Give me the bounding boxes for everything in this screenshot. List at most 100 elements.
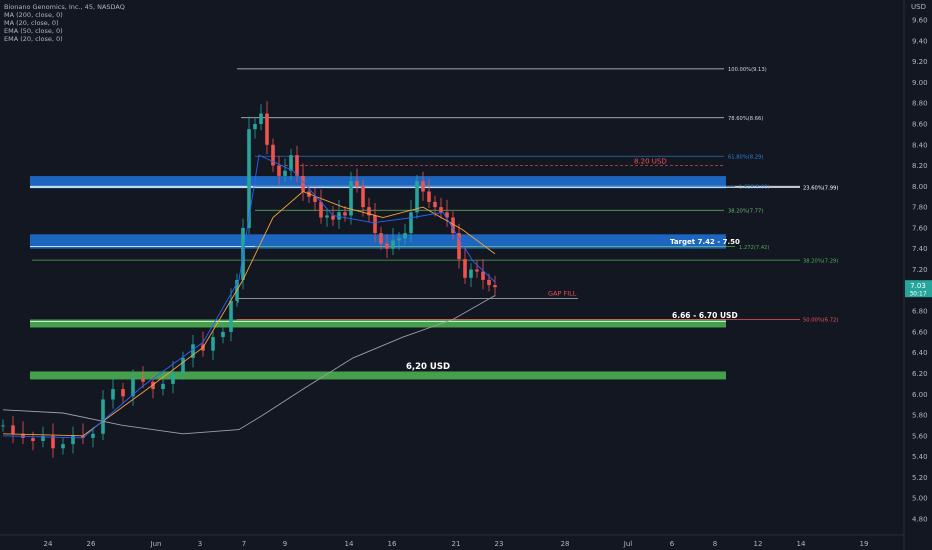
x-tick-label: 21 [452,540,461,548]
last-price-tag [905,280,932,298]
candle-body [355,181,359,187]
candle-body [151,381,155,390]
y-tick-label: 6.60 [912,328,928,336]
x-tick-label: 14 [345,540,354,548]
x-tick-label: 16 [388,540,397,548]
candle-body [101,399,105,434]
x-tick-label: 19 [860,540,869,548]
bar-countdown: 30:17 [909,291,926,298]
y-tick-label: 7.20 [912,266,928,274]
candle-body [385,243,389,249]
candle-body [259,113,263,124]
candle-body [487,279,491,286]
y-tick-label: 6.20 [912,370,928,378]
y-tick-label: 8.00 [912,183,928,191]
candle-body [171,373,175,384]
indicator-ma200[interactable]: MA (200, close, 0) [4,11,63,19]
candle-body [319,201,323,218]
x-tick-label: 6 [670,540,675,548]
candle-body [81,435,85,438]
candle-body [111,389,115,400]
candle-body [373,215,377,234]
y-tick-label: 6.00 [912,391,928,399]
indicator-ema50[interactable]: EMA (50, close, 0) [4,27,63,35]
x-tick-label: 23 [495,540,504,548]
candle-body [295,155,299,176]
chart-legend: Bionano Genomics, Inc., 45, NASDAQ MA (2… [4,3,125,43]
candle-body [451,217,455,234]
fib-level-label: 23.60%(7.99) [803,186,838,192]
candle-body [277,165,281,176]
candle-body [409,212,413,234]
candle-body [445,212,449,218]
candle-body [221,331,225,338]
candle-body [161,383,165,390]
candle-body [481,271,485,280]
candle-body [283,170,287,176]
x-tick-label: 12 [754,540,763,548]
y-tick-label: 9.60 [912,17,928,25]
fib-level-label: 50.00%(6.72) [803,318,838,324]
candle-body [61,444,65,449]
candle-body [229,300,233,332]
candle-body [141,378,145,382]
x-tick-label: Jul [623,540,633,548]
zone-label: 6.66 - 6.70 USD [672,311,738,320]
support-zone [30,176,726,189]
y-tick-label: 6.80 [912,308,928,316]
y-tick-label: 5.40 [912,453,928,461]
y-tick-label: 5.00 [912,495,928,503]
candle-body [301,175,305,192]
candle-body [21,433,25,438]
y-tick-label: 8.80 [912,100,928,108]
candle-body [349,181,353,216]
fib-level-label: 100.00%(9.13) [728,67,767,73]
x-tick-label: 14 [797,540,806,548]
candle-body [331,215,335,220]
annotation-label: 8.20 USD [634,158,667,166]
currency-label: USD [911,3,926,11]
y-tick-label: 6.40 [912,349,928,357]
candle-body [439,207,443,213]
y-tick-label: 7.80 [912,204,928,212]
indicator-ema20[interactable]: EMA (20, close, 0) [4,35,63,43]
candle-body [457,233,461,260]
candle-body [415,181,419,213]
candle-body [271,144,275,166]
candle-body [31,437,35,442]
candle-body [41,435,45,442]
y-tick-label: 5.60 [912,432,928,440]
candle-body [325,215,329,218]
candle-body [391,240,395,249]
support-zone [30,319,726,328]
candle-body [121,389,125,397]
fib-level-label: 78.60%(8.66) [728,116,763,122]
candle-body [475,269,479,272]
y-tick-label: 8.60 [912,120,928,128]
candle-body [1,425,5,427]
candle-body [253,123,257,130]
candle-body [397,238,401,241]
candle-body [265,113,269,145]
x-tick-label: 9 [283,540,287,548]
y-tick-label: 7.40 [912,245,928,253]
y-tick-label: 9.40 [912,37,928,45]
y-tick-label: 9.00 [912,79,928,87]
candle-body [343,212,347,216]
ema50-line [2,190,496,437]
x-tick-label: 8 [713,540,717,548]
indicator-ma20[interactable]: MA (20, close, 0) [4,19,59,27]
candle-body [181,357,185,374]
candle-body [361,186,365,208]
x-tick-label: 3 [198,540,202,548]
y-tick-label: 9.20 [912,58,928,66]
zone-label: 6,20 USD [406,362,450,372]
candle-body [367,207,371,216]
candle-body [131,378,135,397]
support-zone [30,371,726,380]
candle-body [493,285,497,288]
y-tick-label: 4.80 [912,516,928,524]
fib-level-label: 61.80%(8.29) [728,154,763,160]
ema20-line [2,154,496,439]
